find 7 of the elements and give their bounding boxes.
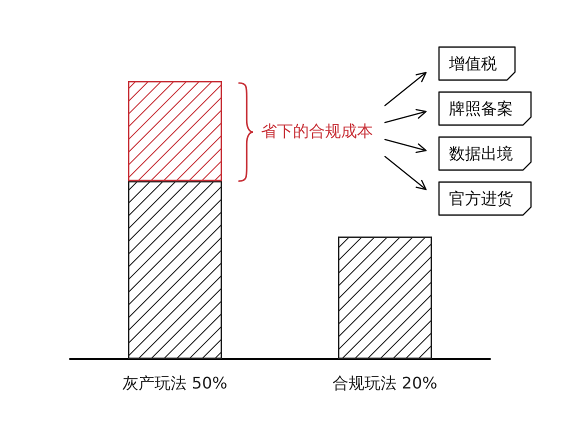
x-tick-label: 灰产玩法 50%	[122, 374, 228, 392]
text: 省下的合规成本	[261, 122, 373, 141]
annotation: 官方进货	[449, 189, 513, 208]
x-tick-label: 合规玩法 20%	[332, 374, 438, 392]
text: 增值税	[448, 54, 497, 74]
annotation: 数据出境	[449, 144, 513, 164]
annotation: 牌照备案	[449, 99, 513, 118]
